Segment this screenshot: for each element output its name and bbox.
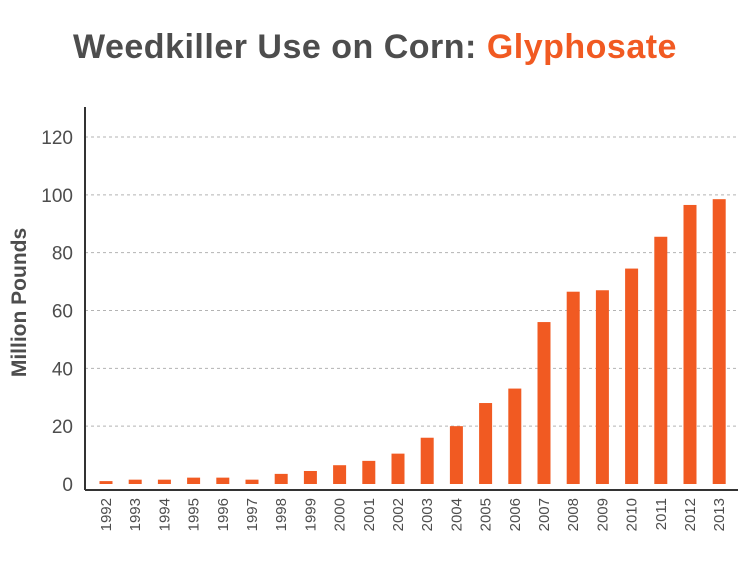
x-tick-label: 1992	[98, 498, 115, 531]
bar-2012	[683, 204, 697, 484]
x-tick-label: 1995	[186, 498, 203, 531]
bar-1998	[274, 473, 288, 484]
y-tick-labels: 0 20 40 60 80 100 120	[41, 128, 73, 496]
y-tick-label: 120	[41, 128, 73, 149]
x-tick-label: 2012	[682, 498, 699, 531]
x-tick-label: 2009	[594, 498, 611, 531]
y-tick-label: 100	[41, 186, 73, 207]
x-tick-label: 2000	[332, 498, 349, 531]
bar-1992	[99, 481, 113, 484]
bar-1997	[245, 479, 259, 484]
chart-title-highlight: Glyphosate	[486, 28, 677, 66]
bar-2000	[333, 465, 347, 484]
y-axis-label: Million Pounds	[8, 228, 31, 377]
bar-1999	[303, 470, 317, 484]
x-tick-label: 1998	[273, 498, 290, 531]
bar-1996	[216, 477, 230, 484]
x-tick-label: 2001	[361, 498, 378, 531]
bar-2013	[712, 199, 726, 484]
bar-1993	[128, 479, 142, 484]
bar-2003	[420, 437, 434, 484]
x-tick-label: 1993	[127, 498, 144, 531]
x-tick-label: 1994	[156, 498, 173, 531]
chart-title: Weedkiller Use on Corn: Glyphosate	[0, 28, 750, 67]
x-tick-label: 2010	[624, 498, 641, 531]
bar-2004	[449, 426, 463, 484]
bar-2011	[654, 236, 668, 484]
x-tick-label: 2013	[711, 498, 728, 531]
x-tick-labels: 1992 1993 1994 1995 1996 1997 1998 1999 2000 2001…	[98, 498, 728, 531]
x-tick-label: 2006	[507, 498, 524, 531]
x-tick-label: 1996	[215, 498, 232, 531]
bar-1994	[157, 479, 171, 484]
y-tick-label: 20	[52, 417, 73, 438]
bar-1995	[187, 477, 201, 484]
x-tick-label: 2002	[390, 498, 407, 531]
x-tick-label: 2008	[565, 498, 582, 531]
y-tick-label: 0	[62, 475, 73, 496]
bar-2008	[566, 291, 580, 484]
bar-2002	[391, 453, 405, 484]
bar-2005	[479, 403, 493, 484]
y-tick-label: 80	[52, 244, 73, 265]
bar-2001	[362, 460, 376, 484]
y-tick-label: 60	[52, 302, 73, 323]
bar-2007	[537, 322, 551, 484]
x-tick-label: 1997	[244, 498, 261, 531]
x-tick-label: 2007	[536, 498, 553, 531]
x-tick-label: 1999	[302, 498, 319, 531]
x-tick-label: 2003	[419, 498, 436, 531]
x-tick-label: 2011	[653, 498, 670, 530]
chart-title-prefix: Weedkiller Use on Corn:	[73, 28, 487, 66]
axes	[84, 107, 738, 491]
grid-lines	[85, 136, 738, 427]
x-tick-label: 2004	[448, 498, 465, 531]
x-tick-label: 2005	[478, 498, 495, 531]
bar-2009	[595, 290, 609, 484]
bars	[99, 199, 726, 484]
bar-2006	[508, 388, 522, 484]
y-tick-label: 40	[52, 359, 73, 380]
bar-2010	[625, 268, 639, 484]
